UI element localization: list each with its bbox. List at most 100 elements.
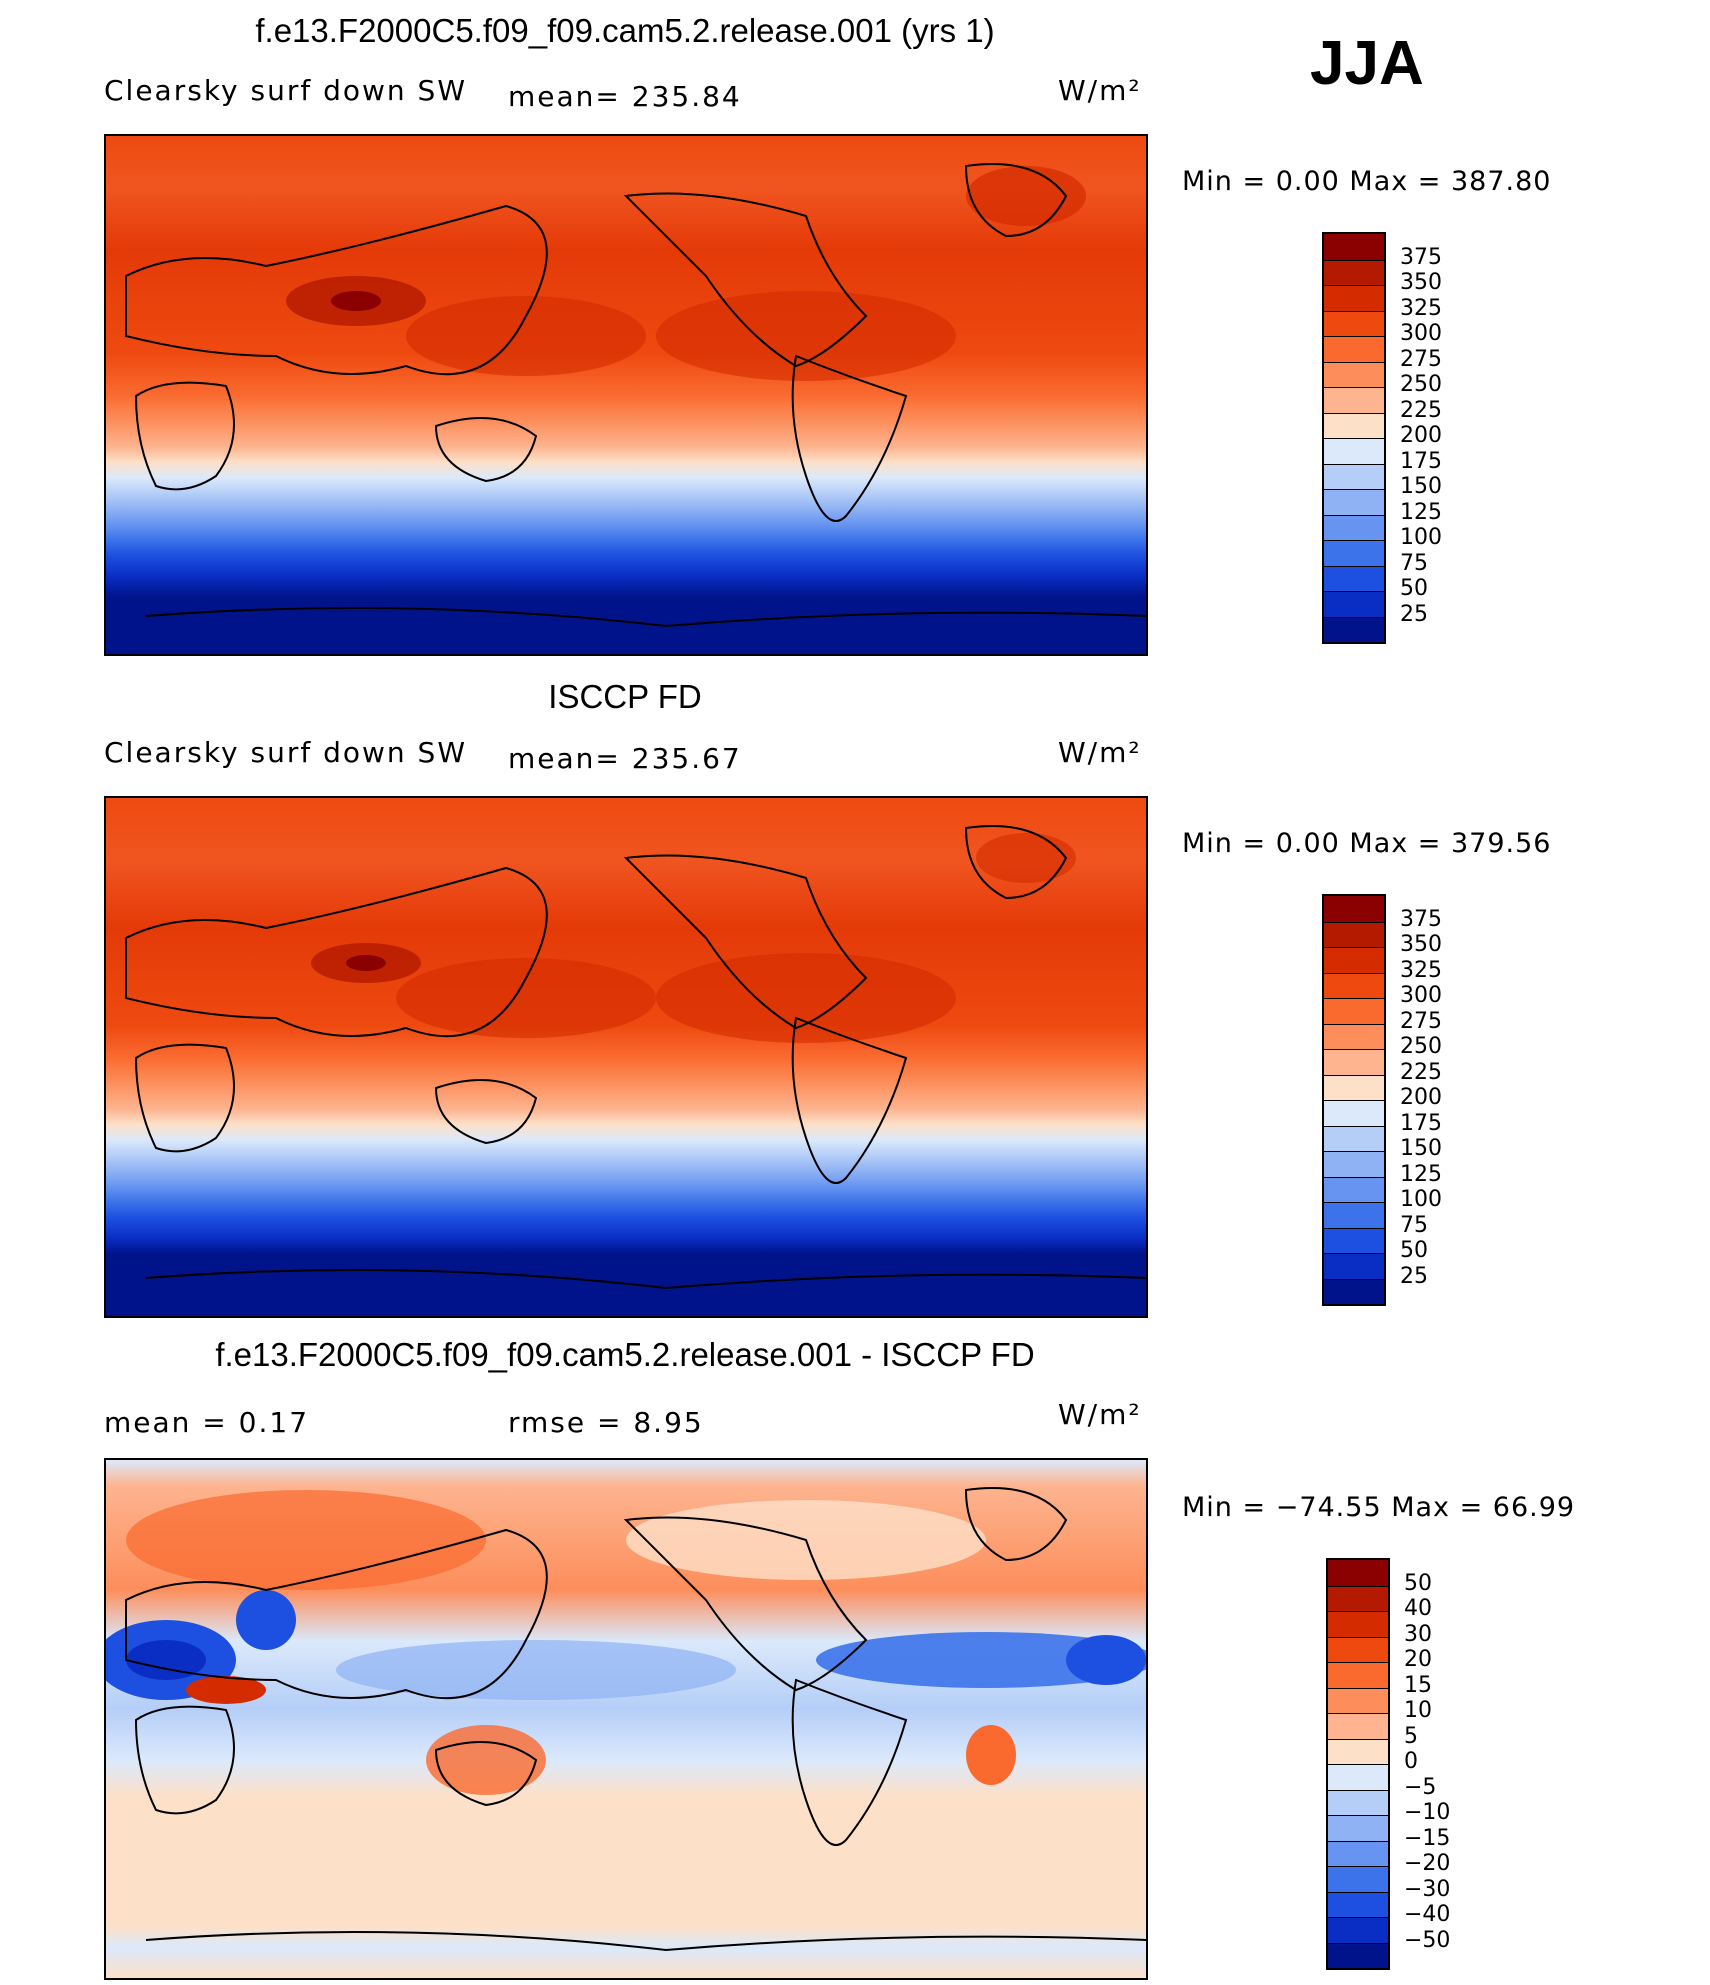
colorbar-cell [1324, 234, 1384, 260]
colorbar-tick-label: 200 [1400, 423, 1442, 448]
field-label-model: Clearsky surf down SW [104, 74, 468, 107]
units-label-diff: W/m² [1058, 1398, 1142, 1431]
colorbar-tick-label: 150 [1400, 1136, 1442, 1161]
minmax-diff: Min = −74.55 Max = 66.99 [1182, 1492, 1576, 1523]
colorbar-tick-label: 150 [1400, 474, 1442, 499]
colorbar-cell [1324, 438, 1384, 464]
colorbar-tick-label: −50 [1404, 1927, 1451, 1953]
colorbar-cell [1324, 591, 1384, 617]
colorbar-tick-label: 50 [1400, 576, 1428, 601]
map-obs-svg [106, 798, 1146, 1316]
map-model [104, 134, 1148, 656]
colorbar-cell [1324, 336, 1384, 362]
colorbar-cell [1328, 1789, 1388, 1815]
colorbar-tick-label: 100 [1400, 525, 1442, 550]
colorbar-cell [1328, 1611, 1388, 1637]
colorbar-tick-label: 5 [1404, 1723, 1418, 1749]
colorbar-cell [1328, 1687, 1388, 1713]
colorbar-cell [1328, 1815, 1388, 1841]
colorbar-cell [1324, 616, 1384, 642]
colorbar-tick-label: 175 [1400, 448, 1442, 474]
map-obs [104, 796, 1148, 1318]
colorbar-cell [1324, 1049, 1384, 1075]
colorbar-cell [1328, 1891, 1388, 1917]
colorbar-obs [1322, 894, 1386, 1306]
colorbar-cell [1324, 489, 1384, 515]
colorbar-tick-label: 125 [1400, 499, 1442, 525]
units-label-obs: W/m² [1058, 736, 1142, 769]
colorbar-cell [1328, 1585, 1388, 1611]
colorbar-cell [1328, 1866, 1388, 1892]
colorbar-cell [1324, 565, 1384, 591]
colorbar-tick-label: 175 [1400, 1110, 1442, 1136]
colorbar-tick-label: 225 [1400, 397, 1442, 423]
colorbar-cell [1328, 1738, 1388, 1764]
colorbar-model [1322, 232, 1386, 644]
colorbar-cell [1324, 921, 1384, 947]
colorbar-cell [1324, 1100, 1384, 1126]
units-label-model: W/m² [1058, 74, 1142, 107]
colorbar-tick-label: 125 [1400, 1161, 1442, 1187]
panel-title-model: f.e13.F2000C5.f09_f09.cam5.2.release.001… [255, 12, 995, 49]
colorbar-cell [1324, 1023, 1384, 1049]
colorbar-tick-label: −30 [1404, 1876, 1451, 1902]
colorbar-cell [1328, 1662, 1388, 1688]
colorbar-tick-label: −40 [1404, 1902, 1451, 1927]
panel-title-diff: f.e13.F2000C5.f09_f09.cam5.2.release.001… [215, 1336, 1035, 1373]
colorbar-cell [1328, 1560, 1388, 1586]
colorbar-cell [1328, 1636, 1388, 1662]
colorbar-cell [1324, 1202, 1384, 1228]
colorbar-cell [1324, 947, 1384, 973]
rmse-label-diff: rmse = 8.95 [508, 1406, 704, 1439]
colorbar-tick-label: −15 [1404, 1825, 1451, 1851]
colorbar-tick-label: 300 [1400, 321, 1442, 346]
colorbar-cell [1324, 1253, 1384, 1279]
colorbar-cell [1324, 259, 1384, 285]
mean-label-diff: mean = 0.17 [104, 1406, 310, 1439]
colorbar-tick-label: 250 [1400, 1034, 1442, 1059]
colorbar-diff [1326, 1558, 1390, 1970]
map-diff [104, 1458, 1148, 1980]
colorbar-tick-label: 300 [1400, 983, 1442, 1008]
colorbar-tick-label: 275 [1400, 346, 1442, 372]
colorbar-cell [1324, 1125, 1384, 1151]
colorbar-cell [1324, 463, 1384, 489]
colorbar-cell [1324, 1151, 1384, 1177]
colorbar-cell [1324, 285, 1384, 311]
colorbar-tick-label: 30 [1404, 1621, 1432, 1647]
colorbar-tick-label: 50 [1400, 1238, 1428, 1263]
colorbar-tick-label: −5 [1404, 1774, 1437, 1800]
colorbar-cell [1328, 1713, 1388, 1739]
colorbar-cell [1324, 361, 1384, 387]
colorbar-tick-label: 15 [1404, 1672, 1432, 1698]
map-model-svg [106, 136, 1146, 654]
colorbar-cell [1324, 514, 1384, 540]
colorbar-tick-label: 25 [1400, 1263, 1428, 1289]
colorbar-tick-label: −10 [1404, 1800, 1451, 1825]
colorbar-tick-label: 25 [1400, 601, 1428, 627]
colorbar-tick-label: 275 [1400, 1008, 1442, 1034]
map-diff-svg [106, 1460, 1146, 1978]
colorbar-tick-label: −20 [1404, 1851, 1451, 1876]
minmax-obs: Min = 0.00 Max = 379.56 [1182, 828, 1552, 859]
colorbar-cell [1324, 412, 1384, 438]
field-label-obs: Clearsky surf down SW [104, 736, 468, 769]
colorbar-cell [1324, 1278, 1384, 1304]
colorbar-cell [1328, 1764, 1388, 1790]
colorbar-tick-label: 75 [1400, 550, 1428, 576]
colorbar-cell [1324, 387, 1384, 413]
colorbar-tick-label: 75 [1400, 1212, 1428, 1238]
colorbar-tick-label: 350 [1400, 932, 1442, 957]
colorbar-tick-label: 10 [1404, 1698, 1432, 1723]
colorbar-tick-label: 200 [1400, 1085, 1442, 1110]
colorbar-tick-label: 325 [1400, 957, 1442, 983]
panel-title-obs: ISCCP FD [548, 678, 702, 715]
colorbar-tick-label: 225 [1400, 1059, 1442, 1085]
minmax-model: Min = 0.00 Max = 387.80 [1182, 166, 1552, 197]
colorbar-cell [1328, 1917, 1388, 1943]
colorbar-tick-label: 20 [1404, 1647, 1432, 1672]
mean-label-model: mean= 235.84 [508, 80, 742, 113]
colorbar-cell [1324, 998, 1384, 1024]
colorbar-tick-label: 375 [1400, 244, 1442, 270]
colorbar-tick-label: 325 [1400, 295, 1442, 321]
